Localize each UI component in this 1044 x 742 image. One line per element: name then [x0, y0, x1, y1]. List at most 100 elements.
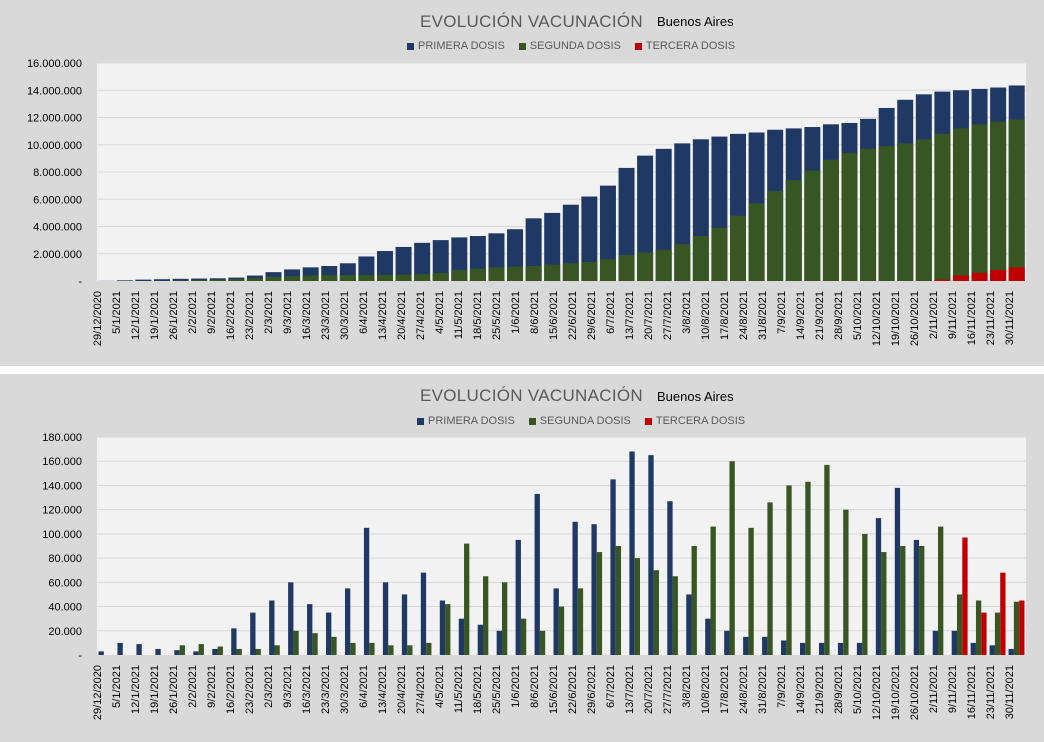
x-tick-label: 19/10/2021 — [890, 665, 902, 720]
bar-primera-dosis — [439, 600, 446, 655]
bar-primera-dosis — [1008, 648, 1014, 655]
bar-tercera-dosis — [952, 275, 969, 281]
cumulative-chart-svg: - 2.000.000 4.000.000 6.000.000 8.000.000 10.… — [27, 58, 1026, 346]
bar-tercera-dosis — [971, 272, 988, 281]
bar-primera-dosis — [599, 185, 616, 281]
bar-primera-dosis — [98, 651, 104, 655]
bar-segunda-dosis — [191, 280, 208, 281]
x-tick-label: 26/10/2021 — [909, 665, 921, 720]
x-tick-label: 29/6/2021 — [586, 665, 598, 714]
x-tick-label: 15/6/2021 — [548, 665, 560, 714]
bar-segunda-dosis — [1013, 601, 1020, 655]
bar-segunda-dosis — [674, 244, 691, 281]
bar-segunda-dosis — [198, 644, 204, 655]
bar-segunda-dosis — [748, 203, 765, 281]
bar-primera-dosis — [401, 594, 408, 655]
bar-segunda-dosis — [767, 502, 773, 655]
x-tick-label: 2/3/2021 — [263, 665, 275, 708]
bar-primera-dosis — [970, 642, 976, 655]
x-tick-label: 12/10/2021 — [871, 291, 883, 346]
bar-primera-dosis — [655, 148, 672, 281]
x-tick-label: 16/2/2021 — [225, 291, 237, 340]
x-tick-label: 9/3/2021 — [282, 665, 294, 708]
y-tick-label: 8.000.000 — [33, 167, 82, 179]
x-tick-label: 24/8/2021 — [738, 291, 750, 340]
bar-primera-dosis — [989, 645, 995, 655]
bar-primera-dosis — [667, 501, 673, 655]
chart-title: EVOLUCIÓN VACUNACIÓN — [420, 386, 643, 405]
bar-segunda-dosis — [843, 509, 849, 655]
x-tick-label: 5/10/2021 — [852, 291, 864, 340]
chart-subtitle: Buenos Aires — [657, 389, 734, 404]
bar-segunda-dosis — [246, 278, 263, 281]
bar-segunda-dosis — [358, 275, 375, 281]
bar-primera-dosis — [705, 618, 711, 655]
bar-segunda-dosis — [655, 249, 672, 281]
y-tick-label: - — [78, 276, 82, 288]
bar-segunda-dosis — [786, 485, 792, 655]
bar-segunda-dosis — [956, 594, 963, 655]
bar-segunda-dosis — [711, 227, 728, 281]
bar-segunda-dosis — [975, 600, 982, 655]
bar-primera-dosis — [377, 251, 393, 281]
x-tick-label: 19/1/2021 — [149, 665, 161, 714]
x-tick-label: 30/11/2021 — [1004, 665, 1016, 719]
x-tick-label: 30/3/2021 — [339, 665, 351, 714]
x-tick-label: 28/9/2021 — [833, 291, 845, 340]
bar-segunda-dosis — [331, 636, 337, 655]
x-tick-label: 31/8/2021 — [757, 665, 769, 714]
bar-segunda-dosis — [900, 546, 906, 655]
x-tick-label: 23/11/2021 — [985, 291, 997, 345]
x-tick-label: 16/11/2021 — [966, 291, 978, 345]
bar-primera-dosis — [913, 539, 920, 655]
x-tick-label: 3/8/2021 — [681, 291, 693, 334]
bar-segunda-dosis — [432, 272, 449, 281]
bar-primera-dosis — [414, 242, 431, 281]
bar-segunda-dosis — [634, 558, 640, 655]
bar-segunda-dosis — [919, 546, 925, 655]
bar-primera-dosis — [269, 600, 275, 655]
legend-item-segunda: SEGUNDA DOSIS — [518, 40, 621, 52]
x-tick-label: 5/10/2021 — [852, 665, 864, 714]
bar-primera-dosis — [307, 604, 313, 655]
bar-primera-dosis — [610, 479, 616, 655]
x-tick-label: 9/2/2021 — [206, 665, 218, 708]
bar-primera-dosis — [648, 455, 654, 655]
bar-primera-dosis — [265, 272, 282, 281]
bar-tercera-dosis — [1000, 572, 1006, 655]
bar-segunda-dosis — [596, 552, 603, 655]
x-tick-label: 10/8/2021 — [700, 665, 712, 714]
x-tick-label: 9/11/2021 — [947, 291, 959, 339]
bar-segunda-dosis — [209, 279, 226, 281]
bar-segunda-dosis — [860, 148, 877, 281]
bar-tercera-dosis — [1019, 600, 1025, 655]
x-tick-label: 5/1/2021 — [111, 291, 123, 334]
bar-primera-dosis — [800, 642, 806, 655]
bar-segunda-dosis — [691, 546, 697, 655]
bar-segunda-dosis — [897, 143, 914, 281]
x-tick-label: 8/6/2021 — [529, 665, 541, 708]
bar-segunda-dosis — [339, 275, 356, 281]
x-tick-label: 11/5/2021 — [453, 291, 465, 339]
bar-segunda-dosis — [990, 121, 1007, 282]
x-tick-label: 27/4/2021 — [415, 665, 427, 714]
legend-label-segunda: SEGUNDA DOSIS — [529, 40, 621, 52]
bar-segunda-dosis — [544, 264, 561, 281]
y-tick-label: 14.000.000 — [27, 85, 82, 97]
x-tick-label: 30/11/2021 — [1004, 291, 1016, 345]
bar-primera-dosis — [618, 167, 635, 281]
y-tick-label: 80.000 — [48, 553, 82, 565]
y-tick-label: 180.000 — [42, 432, 82, 444]
bar-segunda-dosis — [525, 266, 542, 281]
bar-segunda-dosis — [562, 263, 579, 281]
bar-segunda-dosis — [878, 146, 895, 281]
bar-segunda-dosis — [321, 275, 338, 281]
x-tick-label: 20/4/2021 — [396, 665, 408, 714]
bar-primera-dosis — [326, 612, 332, 655]
bar-segunda-dosis — [653, 570, 659, 655]
x-tick-label: 9/3/2021 — [282, 291, 294, 334]
x-tick-label: 30/3/2021 — [339, 291, 351, 340]
bar-segunda-dosis — [730, 215, 746, 281]
bar-primera-dosis — [562, 204, 579, 281]
x-tick-label: 2/3/2021 — [263, 291, 275, 334]
